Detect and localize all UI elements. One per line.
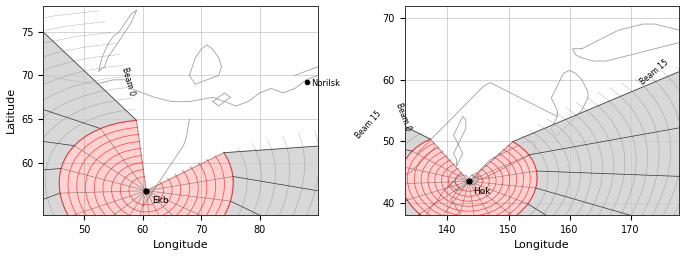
- Polygon shape: [0, 0, 500, 256]
- Polygon shape: [206, 46, 685, 256]
- Polygon shape: [59, 120, 234, 256]
- X-axis label: Longitude: Longitude: [153, 240, 208, 250]
- Text: Ekb: Ekb: [152, 196, 169, 205]
- Text: Hok: Hok: [473, 187, 490, 196]
- Text: Norilsk: Norilsk: [311, 79, 340, 88]
- X-axis label: Longitude: Longitude: [514, 240, 570, 250]
- Polygon shape: [401, 139, 537, 231]
- Text: Beam 15: Beam 15: [638, 58, 670, 87]
- Y-axis label: Latitude: Latitude: [5, 87, 16, 133]
- Text: Beam 0: Beam 0: [120, 66, 136, 97]
- Text: Beam 15: Beam 15: [354, 109, 383, 140]
- Text: Beam 0: Beam 0: [395, 101, 413, 132]
